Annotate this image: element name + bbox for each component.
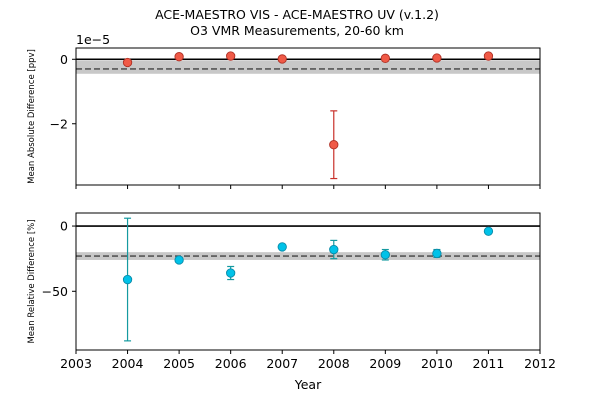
data-point [277, 54, 287, 64]
data-point [226, 268, 236, 278]
chart-title-line-2: O3 VMR Measurements, 20-60 km [190, 23, 404, 38]
data-point [483, 51, 494, 61]
data-point [122, 274, 133, 285]
x-tick-label: 2004 [112, 356, 144, 371]
x-tick-label: 2010 [421, 356, 453, 371]
bottom-panel: 0 −50 2003 2004 2005 2006 2007 2008 2009 2010 2011… [27, 212, 556, 392]
y-axis-label: Mean Relative Difference [%] [27, 219, 37, 343]
x-tick-label: 2008 [318, 356, 350, 371]
y-offset-label: 1e−5 [76, 32, 110, 47]
axes-frame [75, 47, 541, 186]
x-tick-label: 2003 [60, 356, 92, 371]
x-tick-label: 2012 [524, 356, 556, 371]
y-tick-label: −50 [42, 284, 68, 299]
chart-title-line-1: ACE-MAESTRO VIS - ACE-MAESTRO UV (v.1.2) [155, 7, 439, 22]
y-tick-label: −2 [50, 116, 68, 131]
y-tick-label: 0 [60, 219, 68, 234]
axes-frame [75, 212, 541, 351]
y-axis-label: Mean Absolute Difference [ppv] [27, 49, 37, 184]
x-tick-label: 2005 [163, 356, 195, 371]
uncertainty-band [76, 60, 540, 74]
data-point [122, 57, 133, 68]
data-point [380, 250, 390, 260]
x-tick-label: 2009 [369, 356, 401, 371]
x-tick-label: 2011 [473, 356, 505, 371]
uncertainty-band [76, 252, 540, 260]
data-point [329, 140, 339, 150]
x-axis-label: Year [294, 377, 322, 392]
x-tick-label: 2007 [266, 356, 298, 371]
data-point [277, 242, 287, 252]
data-point [174, 52, 184, 62]
data-point [380, 53, 390, 63]
x-tick-label: 2006 [215, 356, 247, 371]
data-point [329, 244, 339, 255]
plot-area [76, 58, 540, 74]
y-tick-label: 0 [60, 52, 68, 67]
plot-area [76, 225, 540, 260]
data-point [432, 53, 442, 63]
data-point [226, 51, 236, 61]
data-point [174, 255, 184, 265]
top-panel: 0 −2 Mean Absolute Difference [ppv] 1e−5 [27, 32, 541, 189]
data-point [432, 248, 442, 259]
data-point [483, 226, 494, 236]
